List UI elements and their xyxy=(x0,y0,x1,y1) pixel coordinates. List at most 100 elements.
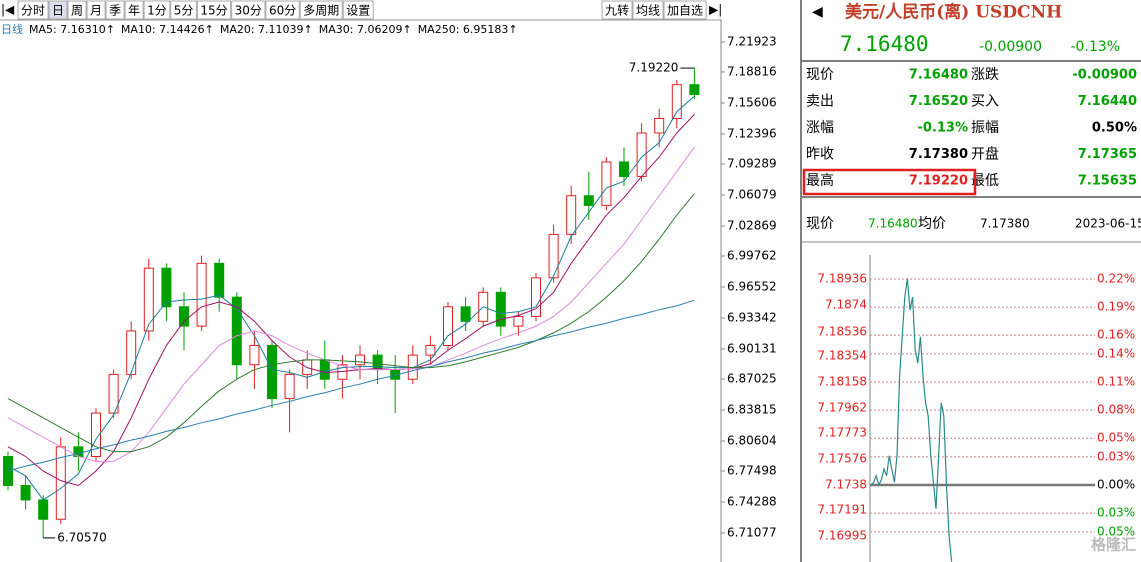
candle-body xyxy=(443,306,453,346)
quote-table: 现价 7.16480 涨跌 -0.00900 卖出 7.16520 买入 7.16440 涨幅 -… xyxy=(806,67,1137,189)
price-line xyxy=(870,278,953,562)
candle-body xyxy=(249,344,260,366)
button-label[interactable]: 均线 xyxy=(636,4,660,18)
toolbar-button[interactable]: 5分 xyxy=(170,0,197,20)
field-value: 7.17380 xyxy=(909,147,968,162)
button-label[interactable]: 季 xyxy=(109,4,121,18)
button-label[interactable]: 周 xyxy=(71,4,83,18)
candle-body xyxy=(126,330,137,375)
nav-first[interactable]: |◀ xyxy=(1,3,15,17)
toolbar-button[interactable]: 加自选 xyxy=(663,0,707,20)
toolbar-button[interactable]: 分时 xyxy=(17,0,49,20)
field-value: 7.16440 xyxy=(1078,94,1137,109)
y2-tick-label: 0.11% xyxy=(1097,374,1135,388)
button-label[interactable]: 多周期 xyxy=(303,4,339,18)
button-frame xyxy=(231,0,266,20)
quote-change: -0.00900 xyxy=(979,39,1042,55)
candle-body xyxy=(689,84,700,96)
y-tick-label: 7.17773 xyxy=(817,425,867,439)
toolbar-button[interactable]: 均线 xyxy=(632,0,664,20)
candle-body xyxy=(619,161,629,177)
y-tick-label: 7.1874 xyxy=(825,297,867,311)
intraday-date: 2023-06-15 xyxy=(1075,217,1141,231)
button-label[interactable]: 60分 xyxy=(269,4,296,18)
button-label[interactable]: 设置 xyxy=(346,4,370,18)
y-tick-label: 6.96552 xyxy=(727,279,777,293)
legend-entry: MA30: 7.06209↑ xyxy=(319,23,412,36)
y-tick-label: 7.18158 xyxy=(817,374,867,388)
candle-body xyxy=(161,267,172,308)
watermark: 格隆汇 xyxy=(1091,536,1136,554)
intraday-label: 现价 xyxy=(806,216,834,232)
toolbar-button[interactable]: 年 xyxy=(124,0,144,20)
field-label: 最低 xyxy=(971,173,999,189)
candle-body xyxy=(214,262,225,298)
y-tick-label: 7.18936 xyxy=(817,271,867,285)
candle-body xyxy=(179,306,189,327)
button-label[interactable]: 30分 xyxy=(235,4,262,18)
y-tick-label: 7.06079 xyxy=(727,187,777,201)
y2-tick-label: 0.16% xyxy=(1097,328,1135,342)
toolbar-button[interactable]: 周 xyxy=(67,0,87,20)
y-tick-label: 7.15606 xyxy=(727,95,777,109)
toolbar-button[interactable]: 日 xyxy=(48,0,68,20)
candle-body xyxy=(91,412,101,457)
field-value: 7.17365 xyxy=(1078,147,1137,162)
button-frame xyxy=(48,0,68,20)
field-label: 买入 xyxy=(971,94,999,110)
candle-body xyxy=(143,267,154,332)
kline-chart: 7.21923 7.18816 7.15606 7.12396 7.09289 7.060… xyxy=(3,34,777,544)
button-label[interactable]: 月 xyxy=(90,4,102,18)
field-label: 昨收 xyxy=(806,147,834,163)
button-label[interactable]: 1分 xyxy=(147,4,167,18)
toolbar-button[interactable]: 多周期 xyxy=(299,0,343,20)
candle-body xyxy=(38,499,49,520)
button-label[interactable]: 分时 xyxy=(21,4,45,18)
button-label[interactable]: 年 xyxy=(128,4,140,18)
toolbar-button[interactable]: 15分 xyxy=(196,0,232,20)
legend-entry: MA10: 7.14426↑ xyxy=(121,23,214,36)
button-frame xyxy=(143,0,171,20)
button-frame xyxy=(299,0,343,20)
candle-body xyxy=(548,233,559,279)
button-label[interactable]: 加自选 xyxy=(667,4,703,18)
button-frame xyxy=(663,0,707,20)
button-frame xyxy=(105,0,125,20)
candle-body xyxy=(319,359,330,380)
field-label: 开盘 xyxy=(971,146,999,163)
toolbar-button[interactable]: 设置 xyxy=(342,0,374,20)
nav-last[interactable]: ▶| xyxy=(709,3,722,17)
intraday-label: 均价 xyxy=(918,216,946,232)
toolbar-button[interactable]: 月 xyxy=(86,0,106,20)
y-tick-label: 6.99762 xyxy=(727,248,777,262)
button-label[interactable]: 日 xyxy=(52,4,64,18)
y-tick-label: 7.12396 xyxy=(727,126,777,140)
field-value: 7.15635 xyxy=(1078,174,1137,189)
back-icon[interactable]: ◀ xyxy=(812,4,823,20)
candle-body xyxy=(531,277,541,317)
y-tick-label: 7.02869 xyxy=(727,218,777,232)
low-annotation: 6.70570 xyxy=(57,530,107,544)
toolbar-button[interactable]: 60分 xyxy=(265,0,300,20)
highlight-box xyxy=(802,168,977,196)
toolbar-button[interactable]: 季 xyxy=(105,0,125,20)
legend: 日线 MA5: 7.16310↑ MA10: 7.14426↑ MA20: 7.110… xyxy=(1,22,518,36)
legend-entry: MA20: 7.11039↑ xyxy=(220,23,313,36)
button-frame xyxy=(67,0,87,20)
y2-tick-label: 0.14% xyxy=(1097,346,1135,360)
candle-body xyxy=(108,373,119,414)
toolbar-button[interactable]: 1分 xyxy=(143,0,171,20)
ma-line xyxy=(7,114,695,487)
button-label[interactable]: 九转 xyxy=(605,3,629,18)
button-label[interactable]: 5分 xyxy=(174,4,194,18)
y2-tick-label: 0.19% xyxy=(1097,300,1135,314)
intraday-value: 7.16480 xyxy=(868,217,918,231)
button-label[interactable]: 15分 xyxy=(200,4,227,18)
y2-tick-label: 0.08% xyxy=(1097,403,1135,417)
toolbar-button[interactable]: 九转 xyxy=(601,0,633,20)
toolbar-button[interactable]: 30分 xyxy=(231,0,266,20)
y-tick-label: 6.90131 xyxy=(727,341,777,355)
y2-tick-label: 0.03% xyxy=(1097,506,1135,520)
button-frame xyxy=(170,0,197,20)
